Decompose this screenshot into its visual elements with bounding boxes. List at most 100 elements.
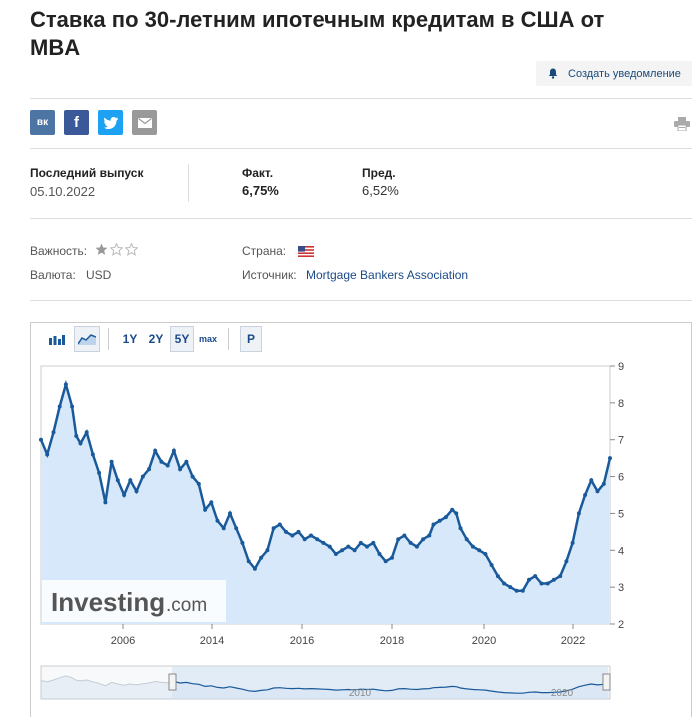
data-point — [122, 493, 127, 497]
x-tick-label: 2016 — [290, 635, 314, 647]
data-point — [514, 588, 519, 593]
data-point — [252, 566, 257, 571]
y-tick-label: 9 — [618, 361, 624, 373]
data-point — [539, 581, 544, 586]
data-point — [551, 577, 556, 582]
create-alert-button[interactable]: Создать уведомление — [536, 61, 692, 86]
data-point — [271, 526, 276, 531]
data-point — [340, 548, 345, 553]
data-point — [408, 540, 413, 545]
data-point — [377, 552, 382, 556]
data-point — [78, 441, 83, 446]
facebook-icon: f — [74, 114, 79, 131]
actual-value: 6,75% — [242, 183, 279, 198]
range-navigator: 2010 2020 — [40, 665, 611, 700]
currency-value: USD — [86, 268, 112, 282]
data-point — [228, 511, 232, 516]
data-point — [134, 489, 139, 494]
vk-icon: вк — [36, 117, 49, 128]
bar-chart-toggle[interactable] — [44, 326, 70, 352]
data-point — [489, 563, 494, 567]
create-alert-label: Создать уведомление — [568, 67, 681, 80]
data-point — [178, 467, 183, 472]
data-point — [284, 529, 288, 534]
last-release-date: 05.10.2022 — [30, 184, 96, 199]
data-point — [128, 478, 133, 483]
data-point — [396, 537, 401, 542]
navigator-selected-line — [173, 680, 611, 694]
x-tick-label: 2020 — [472, 635, 496, 647]
data-point — [454, 511, 459, 516]
navigator-handle[interactable] — [602, 673, 611, 691]
data-point — [346, 544, 351, 549]
data-point — [576, 511, 581, 516]
data-point — [495, 574, 500, 579]
data-point — [147, 467, 151, 472]
data-point — [527, 577, 531, 582]
data-point — [450, 507, 455, 512]
data-point — [390, 555, 394, 560]
range-1y-button[interactable]: 1Y — [122, 332, 138, 346]
data-point — [583, 493, 588, 497]
area-chart-toggle[interactable] — [74, 326, 100, 352]
data-point — [601, 481, 606, 486]
data-point — [74, 434, 79, 438]
data-point — [333, 552, 338, 556]
share-twitter-button[interactable] — [98, 110, 123, 135]
data-point — [315, 537, 320, 542]
divider — [30, 148, 692, 149]
data-point — [296, 529, 301, 534]
divider — [30, 218, 692, 219]
data-point — [365, 544, 369, 549]
data-point — [558, 574, 563, 579]
x-tick-label: 2006 — [111, 635, 135, 647]
data-point — [39, 437, 43, 442]
print-button[interactable] — [674, 117, 690, 132]
us-flag-icon — [298, 246, 314, 257]
data-point — [234, 526, 239, 531]
data-point — [309, 533, 313, 538]
data-point — [302, 537, 307, 542]
share-facebook-button[interactable]: f — [64, 110, 89, 135]
watermark-brand: Investing — [51, 587, 165, 617]
star-empty-icon — [110, 243, 123, 256]
star-empty-icon — [125, 243, 138, 256]
star-filled-icon — [95, 243, 108, 255]
bar-chart-icon — [49, 335, 65, 345]
range-5y-button[interactable]: 5Y — [170, 326, 194, 352]
source-label: Источник: — [242, 268, 297, 282]
data-point — [215, 518, 220, 523]
data-point — [45, 452, 50, 457]
data-point — [570, 540, 575, 545]
share-email-button[interactable] — [132, 110, 157, 135]
data-point — [431, 522, 436, 527]
x-tick-label: 2022 — [561, 635, 585, 647]
data-point — [545, 581, 550, 586]
divider — [30, 98, 692, 99]
chart-svg: Investing .com 2 3 4 5 6 7 8 9 2006 2014 2016 2018 202… — [39, 361, 624, 700]
navigator-label: 2020 — [551, 688, 574, 699]
data-point — [589, 478, 594, 483]
share-vk-button[interactable]: вк — [30, 110, 55, 135]
data-point — [595, 489, 600, 494]
data-point — [414, 544, 419, 549]
p-button[interactable]: P — [240, 326, 262, 352]
data-point — [153, 448, 158, 453]
divider — [30, 300, 692, 301]
range-max-button[interactable]: max — [198, 334, 217, 344]
data-point — [371, 540, 376, 545]
navigator-selection — [172, 666, 608, 699]
actual-label: Факт. — [242, 166, 274, 180]
importance-stars — [95, 243, 138, 256]
y-tick-label: 8 — [618, 398, 624, 410]
bell-icon — [548, 68, 558, 79]
range-2y-button[interactable]: 2Y — [148, 332, 164, 346]
data-point — [290, 533, 295, 538]
source-link[interactable]: Mortgage Bankers Association — [306, 268, 469, 282]
data-point — [508, 585, 513, 590]
data-point — [103, 500, 108, 505]
divider — [228, 328, 229, 350]
y-tick-label: 2 — [618, 619, 624, 631]
data-point — [51, 430, 56, 435]
navigator-handle[interactable] — [168, 673, 177, 691]
